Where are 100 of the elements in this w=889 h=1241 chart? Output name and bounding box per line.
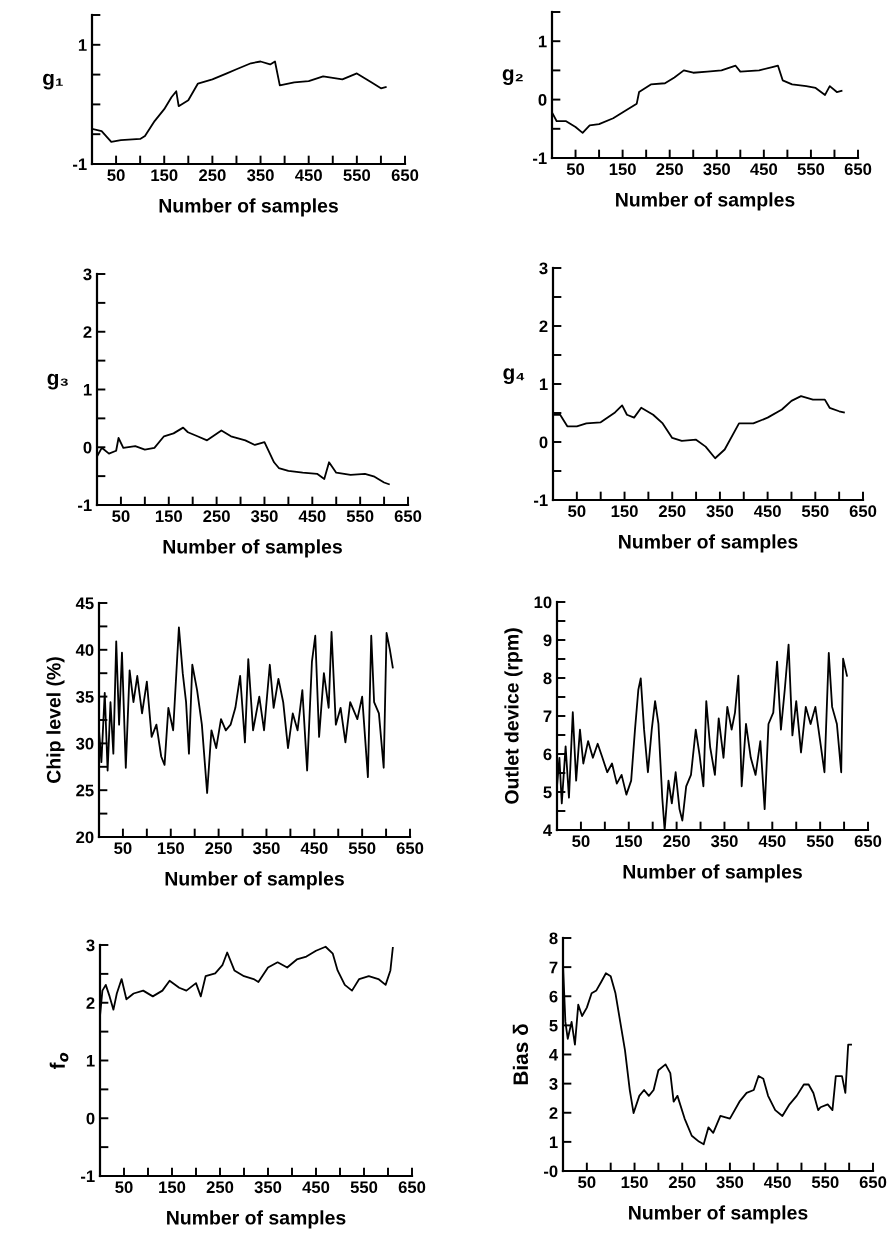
x-tick-label: 350 — [250, 510, 278, 523]
y-tick-label: 45 — [75, 597, 94, 610]
y-tick-label: -1 — [532, 152, 547, 165]
y-tick-label: 5 — [549, 1019, 558, 1032]
x-axis-title: Number of samples — [619, 534, 798, 553]
y-tick-label: 8 — [549, 932, 558, 945]
x-tick-label: 150 — [621, 1176, 648, 1189]
x-tick-label: 550 — [797, 163, 825, 176]
y-axis-title: Chip level (%) — [46, 657, 65, 783]
y-tick-label: 30 — [75, 737, 94, 750]
x-tick-label: 350 — [247, 169, 274, 182]
x-tick-label: 650 — [394, 510, 422, 523]
y-tick-label: 20 — [76, 831, 94, 844]
y-tick-label: 7 — [543, 710, 552, 723]
x-tick-label: 550 — [346, 510, 374, 523]
y-tick-label: -1 — [72, 158, 87, 171]
x-tick-label: 50 — [578, 1176, 596, 1189]
y-tick-label: 2 — [539, 320, 548, 333]
y-tick-label: -0 — [543, 1165, 558, 1178]
y-tick-label: 1 — [78, 39, 87, 51]
x-tick-label: 50 — [112, 510, 130, 523]
x-tick-label: 50 — [568, 505, 586, 518]
y-tick-label: 9 — [543, 634, 552, 647]
x-tick-label: 450 — [302, 1181, 330, 1194]
x-tick-label: 650 — [854, 835, 882, 848]
x-tick-label: 350 — [252, 842, 280, 855]
x-tick-label: 450 — [298, 510, 326, 523]
x-tick-label: 50 — [572, 835, 590, 848]
y-axis-title: g₂ — [502, 69, 523, 85]
y-tick-label: 3 — [86, 939, 95, 952]
y-tick-label: 0 — [86, 1112, 95, 1125]
y-tick-label: 1 — [86, 1055, 95, 1067]
x-tick-label: 50 — [115, 1181, 133, 1194]
x-tick-label: 150 — [155, 510, 182, 523]
x-tick-label: 650 — [844, 163, 872, 176]
x-tick-label: 550 — [811, 1176, 839, 1189]
x-axis-title: Number of samples — [165, 871, 344, 890]
x-tick-label: 550 — [806, 835, 834, 848]
y-tick-label: 1 — [83, 384, 92, 396]
x-axis-title: Number of samples — [159, 198, 338, 217]
x-tick-label: 150 — [159, 1181, 186, 1194]
y-tick-label: 3 — [549, 1078, 558, 1090]
y-tick-label: 0 — [539, 436, 548, 449]
y-tick-label: 0 — [538, 94, 547, 106]
x-tick-label: 350 — [716, 1176, 744, 1189]
x-tick-label: 450 — [295, 169, 322, 182]
y-tick-label: 2 — [86, 997, 95, 1009]
y-tick-label: 7 — [549, 961, 558, 974]
x-tick-label: 550 — [343, 169, 371, 182]
y-tick-label: 1 — [549, 1136, 558, 1148]
x-axis-title: Number of samples — [167, 1210, 346, 1229]
y-axis-title: g₁ — [43, 73, 63, 90]
y-tick-label: 4 — [543, 824, 553, 837]
y-tick-label: 5 — [543, 786, 552, 799]
y-tick-label: 1 — [538, 35, 547, 48]
x-tick-label: 550 — [801, 505, 829, 518]
x-tick-label: 250 — [668, 1176, 696, 1189]
y-axis-title: Outlet device (rpm) — [504, 628, 523, 804]
y-axis-title: g₃ — [47, 373, 68, 390]
y-tick-label: -1 — [77, 499, 92, 512]
x-tick-label: 550 — [348, 842, 376, 855]
x-tick-label: 250 — [203, 510, 230, 523]
x-tick-label: 450 — [758, 835, 786, 848]
x-tick-label: 650 — [849, 505, 877, 518]
y-tick-label: 35 — [75, 691, 94, 703]
x-tick-label: 350 — [710, 835, 738, 848]
y-tick-label: 0 — [83, 441, 92, 454]
y-tick-label: -1 — [533, 494, 548, 507]
x-tick-label: 150 — [609, 163, 636, 176]
x-tick-label: 450 — [763, 1176, 791, 1189]
y-tick-label: 6 — [549, 990, 558, 1003]
x-tick-label: 450 — [753, 505, 781, 518]
x-tick-label: 350 — [703, 163, 730, 176]
y-tick-label: 3 — [83, 268, 92, 281]
y-tick-label: 40 — [75, 644, 94, 656]
x-tick-label: 650 — [396, 842, 424, 855]
x-tick-label: 50 — [107, 169, 125, 182]
y-axis-title: Bias δ — [512, 1024, 529, 1085]
x-tick-label: 350 — [254, 1181, 282, 1194]
y-tick-label: 3 — [539, 262, 548, 275]
x-tick-label: 150 — [157, 842, 184, 855]
x-tick-label: 250 — [199, 169, 226, 182]
x-tick-label: 650 — [391, 169, 419, 182]
y-tick-label: 4 — [549, 1049, 559, 1061]
x-tick-label: 250 — [663, 835, 690, 848]
x-tick-label: 650 — [398, 1181, 426, 1194]
y-tick-label: 2 — [83, 326, 92, 338]
x-tick-label: 450 — [300, 842, 328, 855]
x-tick-label: 150 — [611, 505, 638, 518]
x-axis-title: Number of samples — [629, 1205, 808, 1224]
x-tick-label: 250 — [206, 1181, 234, 1194]
y-axis-title: g₄ — [503, 368, 525, 384]
y-tick-label: 25 — [76, 784, 94, 797]
y-tick-label: -1 — [80, 1170, 95, 1183]
x-tick-label: 250 — [205, 842, 232, 855]
y-tick-label: 6 — [543, 748, 552, 761]
x-tick-label: 150 — [151, 169, 178, 182]
x-tick-label: 50 — [114, 842, 132, 855]
y-tick-label: 2 — [549, 1107, 558, 1119]
x-tick-label: 350 — [706, 505, 734, 518]
